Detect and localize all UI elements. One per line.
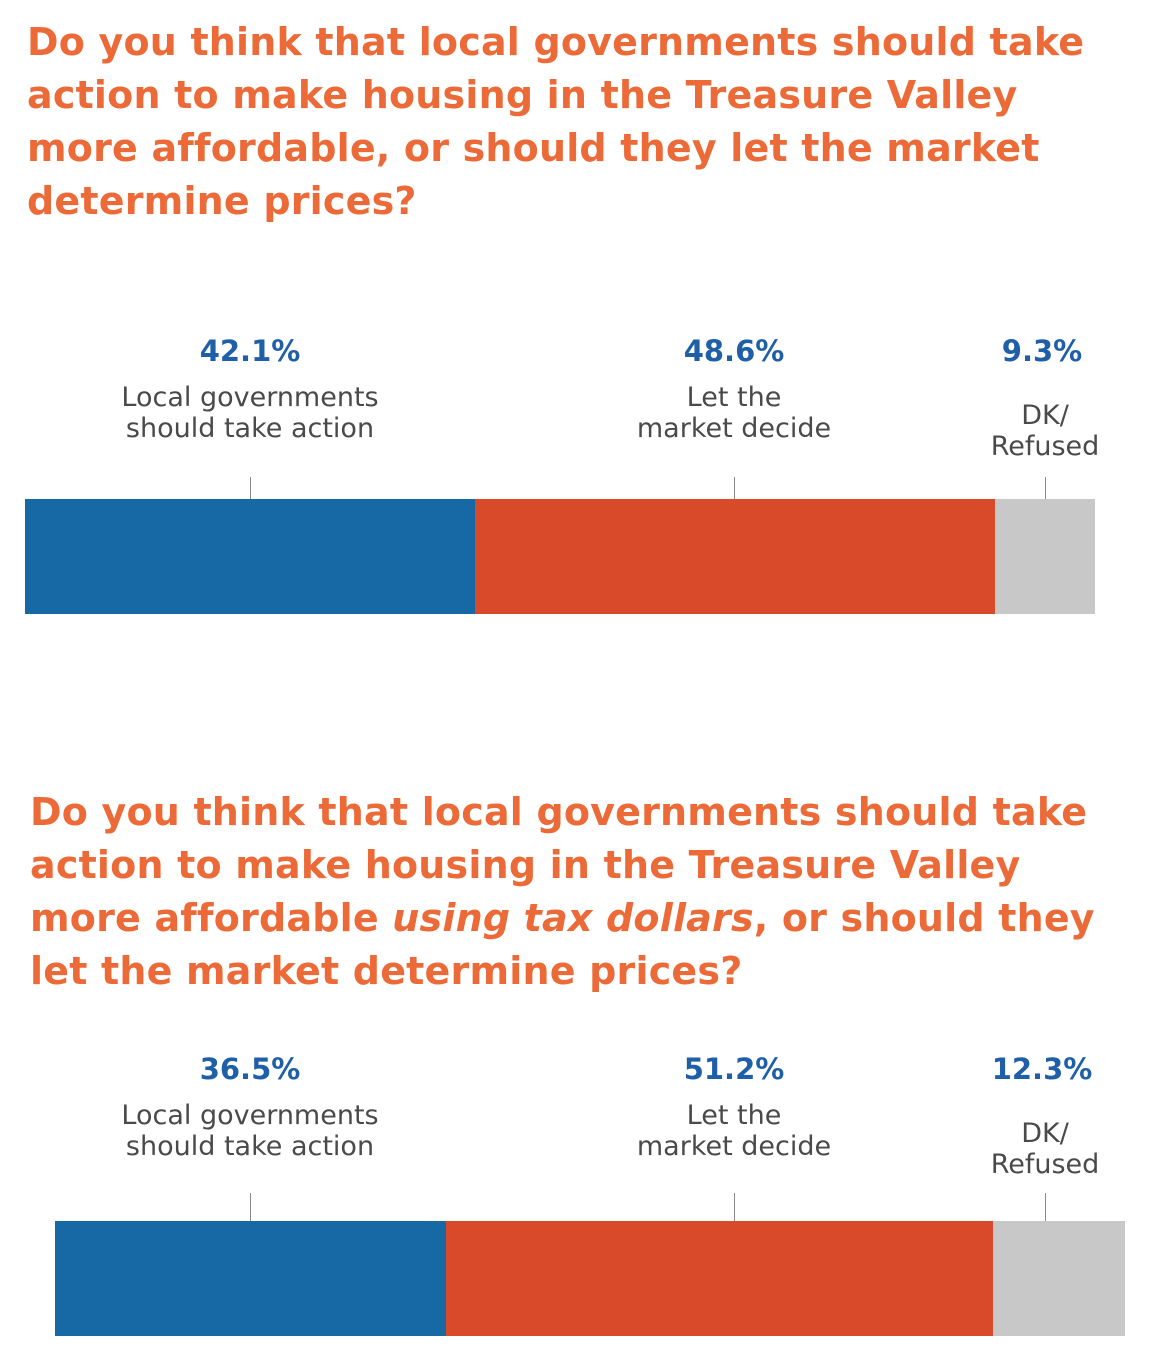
bar-segment-local-gov [25,499,476,614]
value-label-dk-refused: 9.3% [1001,334,1083,368]
value-label-local-gov: 42.1% [199,334,301,368]
category-label-local-gov: Local governments should take action [121,382,378,444]
leader-tick-dk-refused [1045,1193,1046,1221]
bar-segment-local-gov [55,1221,446,1336]
title-text-part: , or should they let the market determin… [30,896,1095,993]
stacked-bar-chart-1: 42.1% Local governments should take action… [0,320,1155,630]
title-text-part: Do you think that local governments shou… [27,20,1085,223]
value-label-market: 48.6% [683,334,785,368]
bar-segment-market [445,1221,994,1336]
category-label-line: Let the [686,1100,782,1131]
category-label-line: Refused [990,1149,1100,1180]
category-label-dk-refused: DK/Refused [991,400,1100,462]
category-label-dk-refused: DK/Refused [991,1118,1100,1180]
leader-tick-local-gov [250,477,251,499]
category-label-line: market decide [636,1131,832,1162]
category-label-line: Let the [686,382,782,413]
title-text-part: Do you think that local governments shou… [30,790,1088,940]
category-label-line: should take action [125,1131,375,1162]
bar-segment-dk-refused [993,1221,1125,1336]
bar-segment-dk-refused [995,499,1095,614]
leader-tick-market [734,477,735,499]
leader-tick-dk-refused [1045,477,1046,499]
category-label-line: DK/ [1021,1118,1069,1149]
leader-tick-market [734,1193,735,1221]
category-label-local-gov: Local governments should take action [121,1100,378,1162]
stacked-bar-chart-2: 36.5% Local governments should take action… [0,1040,1155,1350]
leader-tick-local-gov [250,1193,251,1221]
category-label-line: market decide [636,413,832,444]
value-label-local-gov: 36.5% [199,1052,301,1086]
category-label-market: Let the market decide [637,382,831,444]
category-label-line: Local governments [121,382,379,413]
category-label-line: should take action [125,413,375,444]
question-1-title: Do you think that local governments shou… [27,16,1137,228]
question-2-title: Do you think that local governments shou… [30,786,1140,998]
category-label-line: Refused [990,431,1100,462]
category-label-line: Local governments [121,1100,379,1131]
value-label-market: 51.2% [683,1052,785,1086]
value-label-dk-refused: 12.3% [991,1052,1093,1086]
title-text-part: using tax dollars [392,896,754,940]
bar-segment-market [475,499,996,614]
category-label-market: Let the market decide [637,1100,831,1162]
category-label-line: DK/ [1021,400,1069,431]
